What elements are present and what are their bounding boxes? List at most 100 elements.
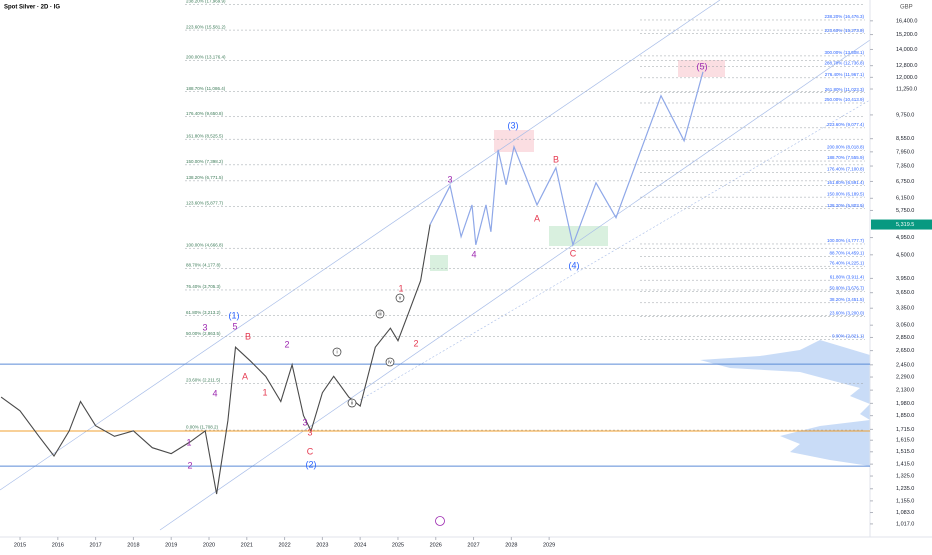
y-tick-label: 12,000.0 [896, 75, 917, 81]
x-tick-label: 2017 [89, 542, 101, 548]
y-tick-label: 1,155.0 [896, 498, 914, 504]
y-tick-label: 14,000.0 [896, 47, 917, 53]
fib-label: 200.00% (13,176.4) [186, 55, 226, 60]
fib-label: 300.00% (13,508.1) [824, 50, 864, 55]
fib-label: 250.00% (10,413.9) [824, 97, 864, 102]
y-tick-label: 12,800.0 [896, 63, 917, 69]
fib-label: 61.80% (3,213.2) [186, 310, 221, 315]
wave-label: ii [351, 400, 353, 406]
y-tick-label: 7,350.0 [896, 163, 914, 169]
y-tick-label: 1,083.0 [896, 510, 914, 516]
y-tick-label: 1,615.0 [896, 438, 914, 444]
y-tick-label: 9,750.0 [896, 112, 914, 118]
wave-label: 4 [212, 388, 217, 398]
fib-label: 200.00% (8,018.8) [827, 144, 865, 149]
fib-label: 88.70% (4,459.1) [829, 251, 864, 256]
fib-label: 61.80% (3,911.4) [830, 274, 865, 279]
wave-label: (5) [697, 61, 708, 71]
x-tick-label: 2028 [505, 542, 517, 548]
channel-line [159, 39, 871, 531]
target-zone [494, 130, 534, 152]
wave-label: v [399, 295, 402, 301]
y-tick-label: 1,325.0 [896, 473, 914, 479]
x-tick-label: 2021 [241, 542, 253, 548]
fib-label: 261.80% (11,023.3) [825, 87, 865, 92]
y-tick-label: 7,950.0 [896, 149, 914, 155]
y-tick-label: 1,515.0 [896, 449, 914, 455]
y-tick-label: 1,017.0 [896, 521, 914, 527]
fib-label: 276.40% (11,967.1) [825, 72, 865, 77]
wave-label: 2 [187, 460, 192, 470]
y-tick-label: 3,650.0 [896, 290, 914, 296]
wave-label: 5 [232, 321, 237, 331]
wave-label: iii [378, 311, 381, 317]
wave-label: (4) [569, 260, 580, 270]
fib-label: 50.00% (2,863.5) [186, 331, 221, 336]
fib-label: 23.60% (3,200.0) [829, 311, 864, 316]
fib-label: 138.20% (5,803.9) [827, 203, 865, 208]
fib-label: 38.20% (3,451.5) [829, 297, 864, 302]
wave-label: 3 [202, 322, 207, 332]
wave-label: (3) [508, 120, 519, 130]
wave-label: 3 [307, 427, 312, 437]
x-tick-label: 2025 [392, 542, 404, 548]
wave-label: A [534, 213, 540, 223]
wave-label: 1 [398, 283, 403, 293]
y-tick-label: 11,250.0 [896, 86, 917, 92]
y-tick-label: 3,350.0 [896, 306, 914, 312]
y-tick-label: 3,050.0 [896, 323, 914, 329]
fib-label: 288.70% (12,736.8) [824, 61, 864, 66]
fib-label: 188.70% (11,086.4) [186, 86, 226, 91]
wave-label: B [553, 154, 559, 164]
y-tick-label: 1,235.0 [896, 486, 914, 492]
wave-label: 1 [262, 387, 267, 397]
wave-label: 3 [447, 174, 452, 184]
y-tick-label: 2,130.0 [896, 388, 914, 394]
fib-label: 76.40% (3,705.3) [186, 284, 221, 289]
wave-label: 2 [413, 338, 418, 348]
wave-circle [385, 357, 395, 367]
y-tick-label: 4,500.0 [896, 252, 914, 258]
fib-label: 238.20% (16,476.3) [824, 14, 864, 19]
last-price-tag [871, 219, 932, 230]
y-tick-label: 6,150.0 [896, 196, 914, 202]
x-tick-label: 2026 [430, 542, 442, 548]
currency-label: GBP [900, 5, 913, 11]
x-tick-label: 2015 [14, 542, 26, 548]
fib-label: 223.60% (9,077.4) [827, 122, 865, 127]
fib-label: 161.80% (8,525.5) [186, 133, 224, 138]
y-tick-label: 1,850.0 [896, 413, 914, 419]
fib-label: 23.60% (2,211.5) [186, 378, 221, 383]
event-icon[interactable] [435, 516, 445, 526]
chart-title: Spot Silver · 2D · IG [4, 5, 60, 11]
wave-circle [395, 293, 405, 303]
fib-label: 100.00% (4,777.7) [827, 238, 865, 243]
fib-label: 138.20% (6,771.5) [186, 175, 224, 180]
wave-label: 2 [284, 339, 289, 349]
wave-label: B [245, 331, 251, 341]
fib-label: 176.40% (9,650.8) [186, 111, 224, 116]
y-tick-label: 6,750.0 [896, 179, 914, 185]
wave-circle [332, 347, 342, 357]
wave-label: iv [388, 359, 392, 365]
fib-label: 88.70% (4,177.8) [186, 262, 221, 267]
x-tick-label: 2022 [278, 542, 290, 548]
x-tick-label: 2023 [316, 542, 328, 548]
fib-label: 188.70% (7,555.9) [827, 155, 865, 160]
wave-label: 4 [471, 249, 476, 259]
last-price-label: 5,319.5 [896, 222, 914, 228]
x-tick-label: 2029 [543, 542, 555, 548]
fib-label: 123.60% (5,877.7) [186, 201, 224, 206]
fib-label: 176.40% (7,100.8) [827, 166, 865, 171]
y-tick-label: 2,650.0 [896, 348, 914, 354]
y-tick-label: 5,750.0 [896, 208, 914, 214]
fib-label: 50.00% (3,676.7) [829, 286, 864, 291]
wave-label: (1) [229, 310, 240, 320]
y-tick-label: 1,415.0 [896, 462, 914, 468]
y-tick-label: 3,950.0 [896, 276, 914, 282]
y-tick-label: 1,980.0 [896, 401, 914, 407]
wave-label: i [336, 349, 337, 355]
wave-label: A [242, 371, 248, 381]
fib-label: 223.60% (15,273.8) [824, 28, 864, 33]
